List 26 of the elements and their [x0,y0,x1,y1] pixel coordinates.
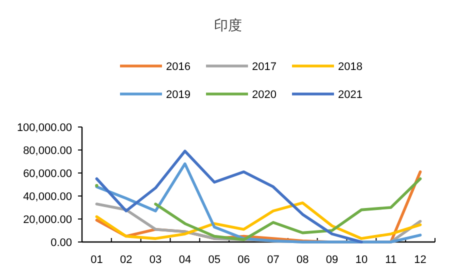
y-tick-label: 100,000.00 [16,122,72,134]
legend-label: 2021 [338,89,362,101]
x-tick-label: 01 [90,254,103,266]
x-tick-label: 06 [238,254,250,266]
legend-label: 2019 [166,89,190,101]
x-tick-label: 04 [178,254,192,266]
x-tick-label: 09 [326,254,338,266]
legend-label: 2018 [338,61,362,73]
y-tick-label: 80,000.00 [23,145,72,157]
x-tick-label: 02 [120,254,132,266]
x-tick-label: 05 [208,254,220,266]
y-tick-label: 20,000.00 [23,214,72,226]
x-tick-label: 11 [385,254,397,266]
x-tick-label: 07 [267,254,280,266]
y-tick-label: 40,000.00 [23,191,72,203]
x-tick-label: 08 [296,254,309,266]
x-tick-label: 12 [414,254,426,266]
x-tick-label: 10 [355,254,368,266]
chart-title: 印度 [214,17,242,33]
legend-label: 2017 [252,61,276,73]
legend-label: 2020 [252,89,276,101]
y-tick-label: 60,000.00 [23,168,72,180]
x-tick-label: 03 [149,254,162,266]
y-tick-label: 0.00 [50,237,72,249]
legend-label: 2016 [166,61,190,73]
line-series [95,150,363,244]
